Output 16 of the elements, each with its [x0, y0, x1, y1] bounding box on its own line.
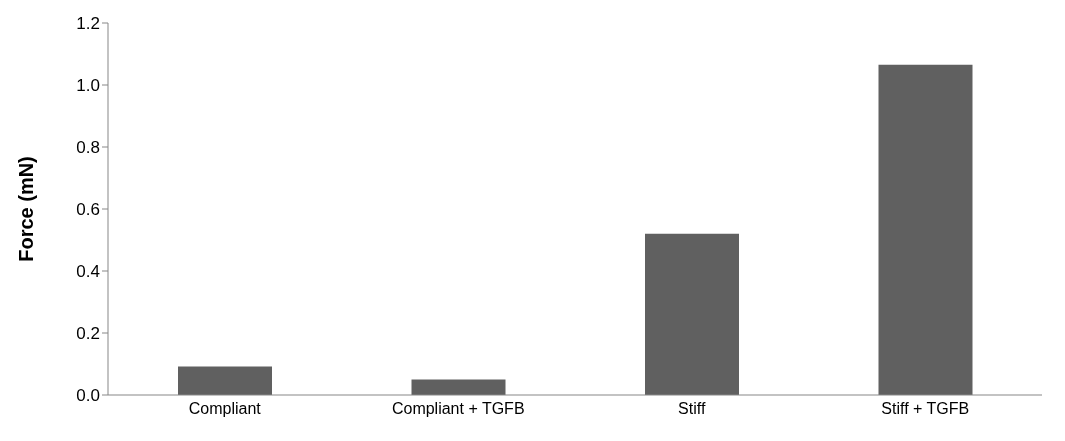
x-tick-label: Stiff: [678, 400, 706, 418]
y-tick-label: 0.6: [76, 200, 100, 220]
x-tick-label: Compliant + TGFB: [391, 400, 525, 418]
y-tick-label: 0.4: [76, 262, 100, 282]
y-tick-label: 0.8: [76, 138, 100, 158]
bar: [411, 379, 506, 395]
y-tick-label: 0.0: [76, 386, 100, 406]
bar: [645, 233, 739, 395]
x-tick-label: Compliant: [188, 400, 262, 418]
x-tick-label: Stiff + TGFB: [881, 400, 970, 418]
y-tick-label: 0.2: [76, 324, 100, 344]
bar: [178, 366, 272, 395]
y-tick-label: 1.2: [76, 14, 100, 34]
y-axis-title: Force (mN): [15, 156, 38, 262]
bar: [878, 64, 973, 395]
y-tick-label: 1.0: [76, 76, 100, 96]
